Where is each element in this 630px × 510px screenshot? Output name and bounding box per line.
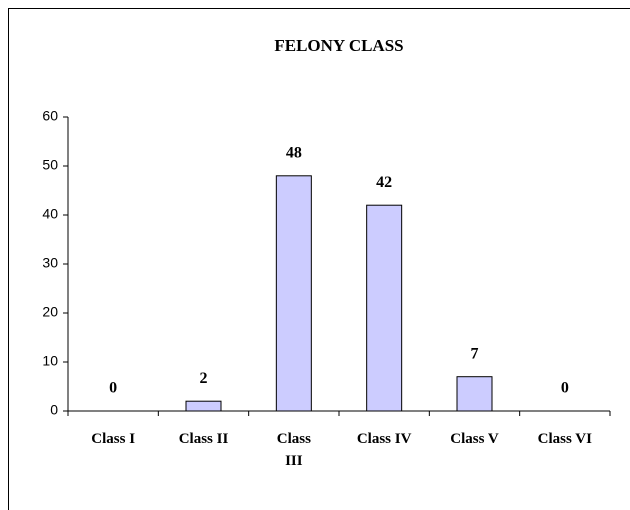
x-tick-label: Class V bbox=[450, 431, 499, 447]
data-label: 0 bbox=[109, 380, 117, 397]
y-tick-label: 10 bbox=[42, 353, 58, 369]
y-tick-label: 0 bbox=[50, 402, 58, 418]
data-label: 48 bbox=[286, 144, 302, 161]
data-label: 7 bbox=[471, 345, 479, 362]
x-tick-label: Class VI bbox=[537, 431, 592, 447]
y-tick-label: 20 bbox=[42, 304, 58, 320]
x-tick-label: Class I bbox=[91, 431, 136, 447]
bar bbox=[366, 204, 403, 412]
data-label: 42 bbox=[376, 174, 392, 191]
bar bbox=[185, 400, 222, 412]
y-tick-label: 50 bbox=[42, 157, 58, 173]
x-tick-label: Class IV bbox=[356, 431, 412, 447]
bar bbox=[275, 175, 312, 412]
chart-title: FELONY CLASS bbox=[274, 36, 403, 55]
y-tick-label: 40 bbox=[42, 206, 58, 222]
data-label: 2 bbox=[200, 370, 208, 387]
x-tick-label: Class III bbox=[276, 431, 311, 469]
y-tick-label: 60 bbox=[42, 108, 58, 124]
x-tick-label: Class II bbox=[178, 431, 229, 447]
y-tick-label: 30 bbox=[42, 255, 58, 271]
data-label: 0 bbox=[561, 380, 569, 397]
bar bbox=[456, 376, 493, 412]
chart-frame bbox=[8, 8, 630, 510]
